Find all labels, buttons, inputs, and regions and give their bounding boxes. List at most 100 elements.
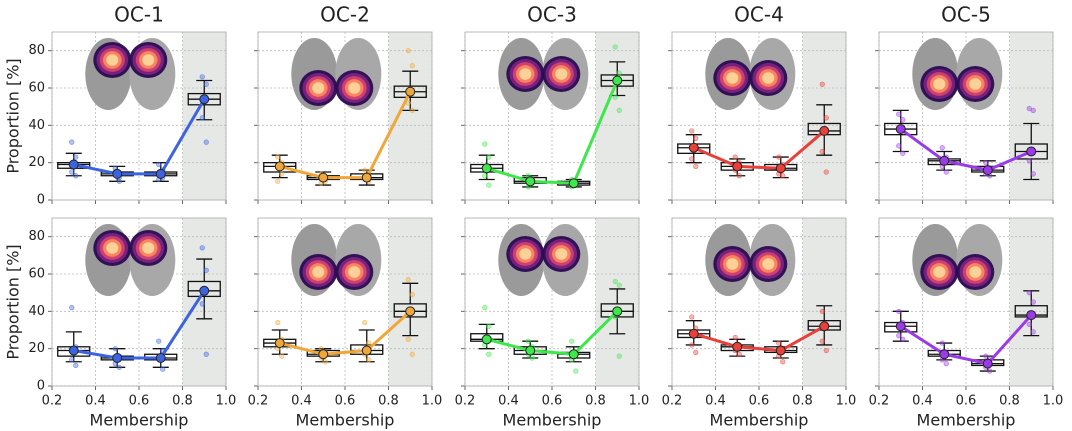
data-point: [112, 346, 118, 352]
data-point: [362, 319, 368, 326]
data-point: [693, 135, 699, 141]
panel: OC-2: [254, 3, 433, 204]
data-point: [405, 277, 411, 283]
mean-marker: [732, 341, 743, 352]
brain-map: [498, 224, 589, 296]
data-point: [525, 338, 531, 344]
mean-marker: [775, 163, 786, 174]
data-point: [73, 362, 79, 369]
plot-frame: [257, 31, 433, 201]
data-point: [199, 301, 205, 307]
data-point: [409, 351, 415, 357]
data-point: [983, 353, 989, 359]
data-point: [405, 336, 411, 342]
mean-marker: [405, 306, 416, 317]
panel: 0 20 40 60 80 0.2 0.4 0.6 0.8 1.0 Membership Propor…: [4, 217, 237, 430]
data-point: [486, 154, 492, 160]
data-point: [69, 357, 75, 363]
data-point: [939, 145, 945, 151]
x-tick-label: 1.0: [1043, 394, 1064, 409]
data-point: [482, 141, 488, 147]
x-tick-label: 0.4: [705, 394, 726, 409]
brain-map: [85, 224, 176, 296]
data-point: [823, 347, 829, 354]
data-point: [616, 70, 622, 76]
brain-map: [498, 38, 589, 110]
brain-blob: [726, 72, 739, 84]
x-tick-label: 0.6: [335, 394, 356, 409]
panel: OC-5: [875, 3, 1054, 204]
data-point: [689, 156, 695, 162]
data-point: [987, 368, 993, 374]
data-point: [160, 366, 166, 372]
brain-blob: [312, 82, 325, 94]
data-point: [819, 148, 825, 155]
data-point: [693, 349, 699, 356]
brain-blob: [519, 68, 532, 80]
data-point: [199, 245, 205, 251]
data-point: [819, 81, 825, 87]
x-tick-label: 1.0: [216, 394, 237, 409]
x-tick-label: 0.6: [542, 394, 563, 409]
y-tick-label: 20: [28, 155, 45, 170]
mean-marker: [525, 176, 536, 187]
mean-line: [279, 91, 412, 180]
brain-blob: [142, 242, 155, 254]
box: [187, 280, 221, 298]
data-point: [322, 359, 328, 365]
mean-marker: [525, 345, 536, 356]
brain-blob: [348, 82, 361, 94]
mean-line: [73, 98, 206, 176]
brain-map: [705, 38, 796, 110]
brain-map: [912, 38, 1003, 110]
data-point: [69, 139, 75, 145]
data-point: [736, 351, 742, 357]
data-point: [275, 319, 281, 326]
data-point: [819, 338, 825, 344]
data-point: [612, 278, 618, 285]
data-point: [1026, 321, 1032, 328]
data-point: [275, 178, 281, 184]
brain-blob: [519, 248, 532, 260]
brain-map: [85, 38, 176, 110]
x-tick-label: 0.4: [912, 394, 933, 409]
mean-marker: [274, 338, 285, 349]
data-point: [203, 267, 209, 273]
panel-title: OC-4: [734, 3, 784, 27]
plot-frame: [51, 31, 227, 201]
x-tick-label: 0.8: [172, 394, 193, 409]
brain-blob: [555, 248, 568, 260]
data-point: [203, 351, 209, 357]
data-point: [689, 342, 695, 348]
y-tick-label: 40: [28, 304, 45, 319]
mean-line: [899, 127, 1032, 172]
x-tick-label: 0.2: [869, 394, 890, 409]
data-point: [199, 115, 205, 121]
mean-marker: [895, 124, 906, 135]
brain-blob: [762, 72, 775, 84]
data-point: [616, 107, 622, 113]
data-point: [116, 364, 122, 370]
x-tick-label: 0.2: [662, 394, 683, 409]
data-point: [486, 323, 492, 329]
data-point: [780, 359, 786, 365]
mean-marker: [688, 328, 699, 339]
mean-marker: [568, 349, 579, 360]
mean-line: [279, 310, 412, 356]
y-tick-label: 40: [28, 118, 45, 133]
data-point: [156, 161, 162, 168]
y-tick-label: 80: [28, 43, 45, 58]
plot-frame: [464, 217, 640, 387]
data-point: [69, 169, 75, 175]
data-point: [486, 182, 492, 188]
mean-marker: [568, 178, 579, 189]
mean-marker: [612, 306, 623, 317]
y-tick-label: 80: [28, 229, 45, 244]
data-point: [616, 282, 622, 288]
x-tick-label: 0.8: [792, 394, 813, 409]
panel: 0.2 0.4 0.6 0.8 1.0 Membership: [455, 217, 649, 430]
panel: OC-4: [668, 3, 847, 204]
mean-line: [693, 129, 826, 170]
